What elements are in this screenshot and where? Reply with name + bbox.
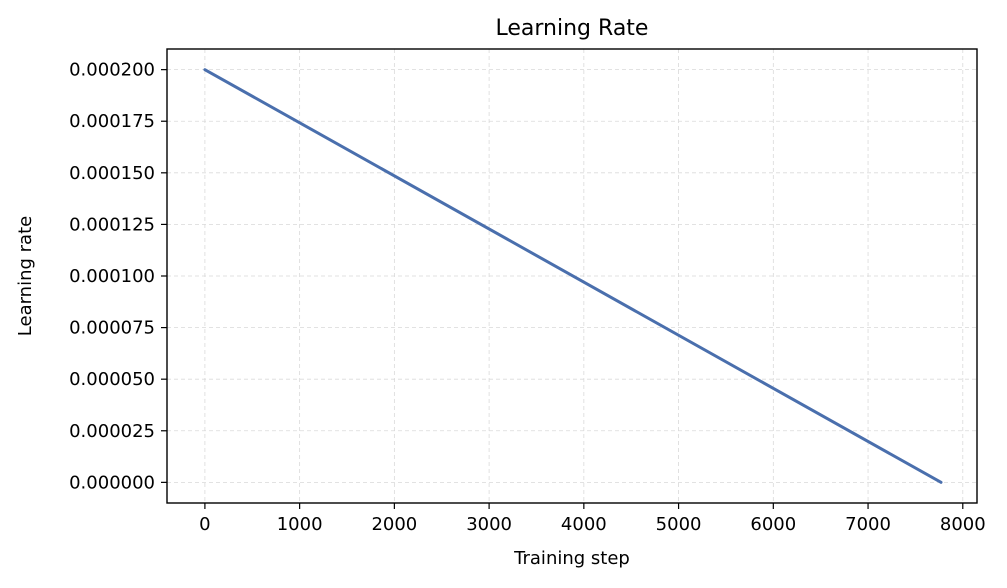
chart-title: Learning Rate — [496, 16, 649, 41]
x-axis-label: Training step — [513, 548, 630, 569]
x-tick-label: 1000 — [277, 514, 323, 535]
y-tick-label: 0.000175 — [69, 111, 155, 132]
y-tick-label: 0.000150 — [69, 163, 155, 184]
y-tick-label: 0.000100 — [69, 266, 155, 287]
y-tick-label: 0.000000 — [69, 472, 155, 493]
y-tick-label: 0.000125 — [69, 214, 155, 235]
y-tick-label: 0.000050 — [69, 369, 155, 390]
y-tick-label: 0.000200 — [69, 60, 155, 81]
x-tick-label: 0 — [199, 514, 210, 535]
y-tick-label: 0.000025 — [69, 421, 155, 442]
series-layer — [203, 68, 943, 484]
grid-layer — [167, 49, 977, 503]
y-tick-label: 0.000075 — [69, 318, 155, 339]
x-tick-label: 3000 — [466, 514, 512, 535]
x-tick-label: 6000 — [750, 514, 796, 535]
y-axis-label: Learning rate — [15, 216, 36, 336]
x-tick-label: 2000 — [371, 514, 417, 535]
x-tick-label: 7000 — [845, 514, 891, 535]
tick-layer: 0 1000 2000 3000 4000 5000 6000 7000 8000 0.00000… — [69, 60, 986, 535]
x-tick-label: 5000 — [656, 514, 702, 535]
x-tick-label: 4000 — [561, 514, 607, 535]
learning-rate-series-line — [203, 68, 943, 484]
x-tick-label: 8000 — [940, 514, 986, 535]
